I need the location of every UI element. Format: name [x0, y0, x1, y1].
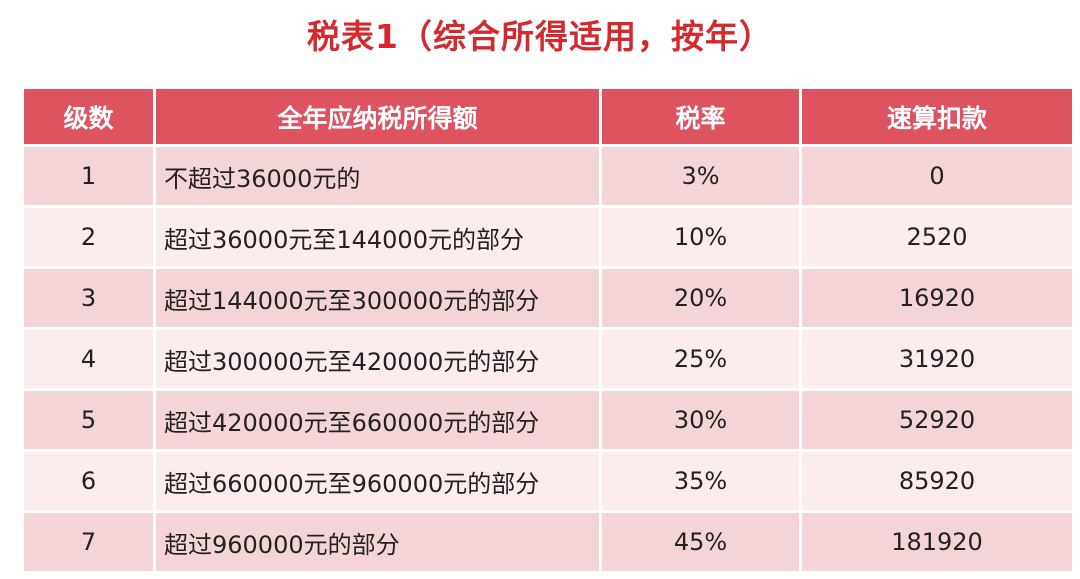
- header-tax-rate: 税率: [602, 89, 802, 144]
- table-row: 5 超过420000元至660000元的部分 30% 52920: [24, 391, 1072, 449]
- cell-deduction: 16920: [802, 269, 1072, 327]
- cell-level: 7: [24, 513, 156, 571]
- cell-level: 6: [24, 452, 156, 510]
- cell-range: 超过960000元的部分: [156, 513, 602, 571]
- table-row: 4 超过300000元至420000元的部分 25% 31920: [24, 330, 1072, 388]
- cell-range: 超过36000元至144000元的部分: [156, 208, 602, 266]
- header-level: 级数: [24, 89, 156, 144]
- cell-range: 超过144000元至300000元的部分: [156, 269, 602, 327]
- cell-rate: 10%: [602, 208, 802, 266]
- cell-deduction: 85920: [802, 452, 1072, 510]
- cell-range: 不超过36000元的: [156, 147, 602, 205]
- cell-rate: 25%: [602, 330, 802, 388]
- cell-level: 4: [24, 330, 156, 388]
- cell-rate: 30%: [602, 391, 802, 449]
- tax-rate-table: 级数 全年应纳税所得额 税率 速算扣款 1 不超过36000元的 3% 0 2 …: [24, 86, 1072, 574]
- cell-range: 超过420000元至660000元的部分: [156, 391, 602, 449]
- cell-deduction: 2520: [802, 208, 1072, 266]
- cell-range: 超过300000元至420000元的部分: [156, 330, 602, 388]
- cell-deduction: 181920: [802, 513, 1072, 571]
- cell-deduction: 0: [802, 147, 1072, 205]
- cell-rate: 45%: [602, 513, 802, 571]
- cell-deduction: 52920: [802, 391, 1072, 449]
- table-row: 6 超过660000元至960000元的部分 35% 85920: [24, 452, 1072, 510]
- cell-level: 5: [24, 391, 156, 449]
- table-title: 税表1（综合所得适用，按年）: [307, 17, 773, 56]
- cell-rate: 3%: [602, 147, 802, 205]
- cell-deduction: 31920: [802, 330, 1072, 388]
- cell-rate: 20%: [602, 269, 802, 327]
- table-row: 3 超过144000元至300000元的部分 20% 16920: [24, 269, 1072, 327]
- table-row: 2 超过36000元至144000元的部分 10% 2520: [24, 208, 1072, 266]
- table-row: 1 不超过36000元的 3% 0: [24, 147, 1072, 205]
- header-quick-deduction: 速算扣款: [802, 89, 1072, 144]
- table-row: 7 超过960000元的部分 45% 181920: [24, 513, 1072, 571]
- cell-range: 超过660000元至960000元的部分: [156, 452, 602, 510]
- cell-level: 2: [24, 208, 156, 266]
- header-row: 级数 全年应纳税所得额 税率 速算扣款: [24, 89, 1072, 144]
- cell-level: 1: [24, 147, 156, 205]
- cell-level: 3: [24, 269, 156, 327]
- cell-rate: 35%: [602, 452, 802, 510]
- header-taxable-income: 全年应纳税所得额: [156, 89, 602, 144]
